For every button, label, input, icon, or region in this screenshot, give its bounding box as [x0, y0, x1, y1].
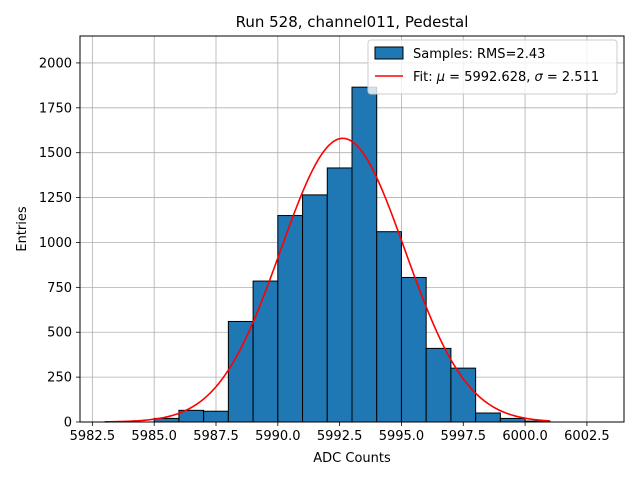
legend-fit-mu-value: = 5992.628,	[445, 70, 534, 85]
plot-frame	[79, 35, 625, 423]
legend-histogram-swatch	[374, 46, 404, 60]
y-tick-label: 750	[47, 281, 72, 296]
legend: Samples: RMS=2.43 Fit: μ = 5992.628, σ =…	[367, 39, 618, 95]
x-tick-label: 5985.0	[131, 429, 177, 444]
x-tick-label: 5982.5	[70, 429, 116, 444]
x-tick-label: 6000.0	[502, 429, 548, 444]
legend-fit-sigma-symbol: σ	[535, 70, 544, 85]
x-tick-label: 5990.0	[255, 429, 301, 444]
x-tick-label: 5995.0	[379, 429, 425, 444]
legend-histogram-label: Samples: RMS=2.43	[413, 47, 545, 62]
legend-fit-label-prefix: Fit:	[413, 70, 437, 85]
x-tick-label: 6002.5	[564, 429, 610, 444]
legend-fit-sigma-value: = 2.511	[543, 70, 599, 85]
x-axis-ticks: 5982.5 5985.0 5987.5 5990.0 5992.5 5995.0 5997…	[70, 422, 610, 444]
y-tick-label: 1500	[39, 146, 72, 161]
y-axis-ticks: 0 250 500 750 1000 1250 1500 1750 2000	[39, 56, 80, 431]
x-tick-label: 5997.5	[441, 429, 487, 444]
legend-fit-mu-symbol: μ	[436, 70, 445, 85]
legend-fit-label: Fit: μ = 5992.628, σ = 2.511	[413, 70, 599, 85]
legend-box	[367, 39, 618, 95]
y-tick-label: 1750	[39, 101, 72, 116]
histogram-bar	[376, 231, 402, 423]
histogram-bar	[499, 417, 526, 423]
y-tick-label: 0	[64, 416, 72, 431]
histogram-bar	[203, 410, 229, 423]
histogram-bar	[252, 280, 279, 423]
y-axis-label: Entries	[15, 206, 30, 252]
histogram-bar	[302, 194, 328, 423]
x-tick-label: 5992.5	[317, 429, 363, 444]
x-tick-label: 5987.5	[193, 429, 239, 444]
histogram-bar	[450, 367, 477, 423]
y-tick-label: 1250	[39, 191, 72, 206]
histogram-bar	[425, 347, 452, 423]
y-tick-label: 500	[47, 326, 72, 341]
y-tick-label: 250	[47, 371, 72, 386]
histogram-bar	[475, 412, 501, 423]
x-axis-label: ADC Counts	[313, 451, 391, 466]
chart-title: Run 528, channel011, Pedestal	[236, 13, 469, 31]
histogram-bar	[351, 86, 378, 423]
histogram-bar	[326, 167, 353, 423]
histogram-bar	[227, 320, 254, 423]
fit-curve-layer	[104, 137, 550, 423]
y-tick-label: 1000	[39, 236, 72, 251]
y-tick-label: 2000	[39, 56, 72, 71]
histogram-bar	[400, 276, 427, 423]
fit-curve	[104, 137, 550, 423]
